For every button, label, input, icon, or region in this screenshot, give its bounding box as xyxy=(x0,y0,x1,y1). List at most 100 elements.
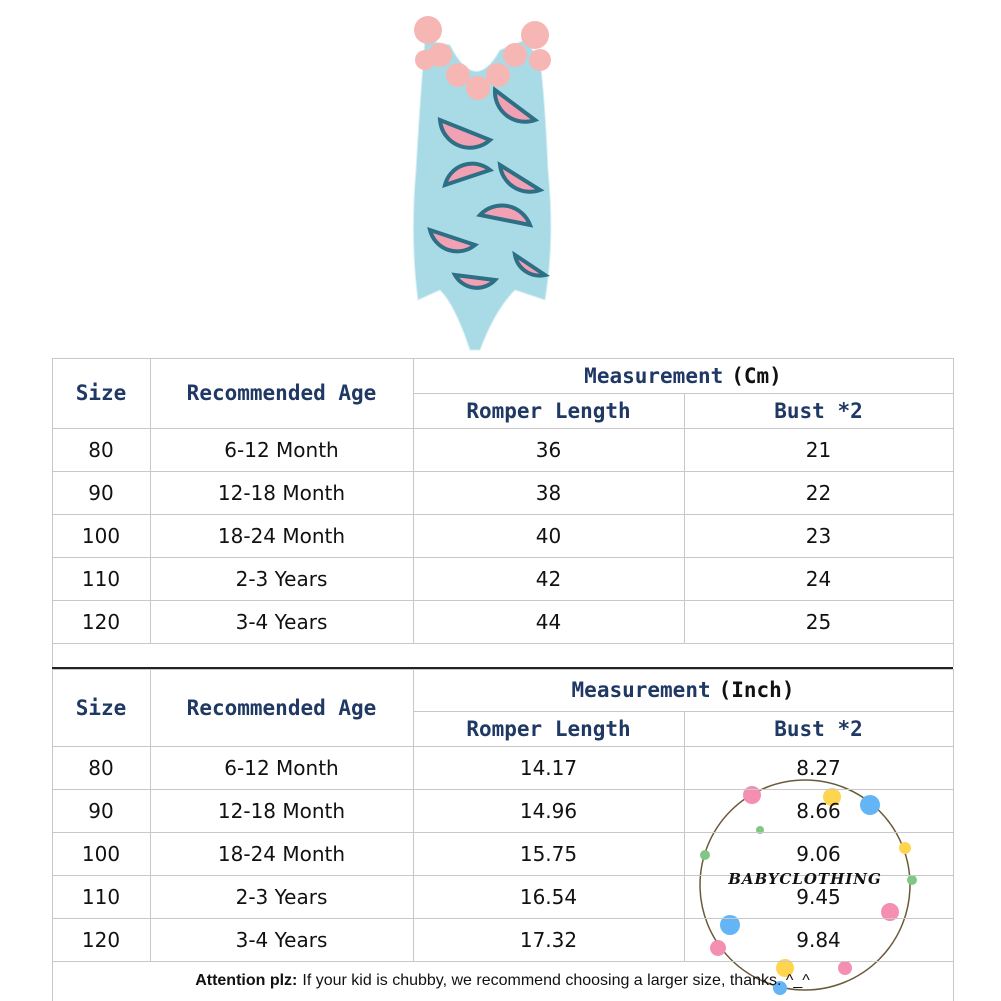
table-cell: 14.17 xyxy=(413,746,684,789)
header-length: Romper Length xyxy=(413,393,684,428)
table-cell: 36 xyxy=(413,428,684,471)
table-cell: 40 xyxy=(413,514,684,557)
header-size-text: Size xyxy=(75,695,127,720)
h-line xyxy=(52,471,953,472)
v-line xyxy=(150,358,151,643)
header-size-text: Size xyxy=(75,381,127,405)
table-cell: 110 xyxy=(52,875,150,918)
v-line xyxy=(52,669,53,961)
attention-text: If your kid is chubby, we recommend choo… xyxy=(302,972,810,989)
table-cell-text: 110 xyxy=(81,884,121,909)
table-cell-text: 12-18 Month xyxy=(217,480,346,505)
table-cell-text: 25 xyxy=(805,609,832,634)
v-line xyxy=(953,643,954,667)
table-cell-text: 3-4 Years xyxy=(235,609,328,634)
h-line xyxy=(413,711,953,712)
h-line xyxy=(52,669,953,670)
table-cell-text: 18-24 Month xyxy=(217,841,346,866)
h-line xyxy=(52,961,953,962)
h-line xyxy=(52,358,953,359)
h-line xyxy=(52,746,953,747)
header-measurement: Measurement (Cm) xyxy=(413,358,953,393)
table-cell: 38 xyxy=(413,471,684,514)
header-bust: Bust *2 xyxy=(684,393,953,428)
table-cell: 8.66 xyxy=(684,789,953,832)
table-cell-text: 16.54 xyxy=(519,884,578,909)
v-line xyxy=(150,669,151,961)
table-cell-text: 36 xyxy=(535,437,562,462)
table-cell-text: 6-12 Month xyxy=(224,437,339,462)
h-line xyxy=(413,393,953,394)
h-line xyxy=(52,428,953,429)
header-age-text: Recommended Age xyxy=(186,695,377,720)
table-cell-text: 23 xyxy=(805,523,832,548)
header-size: Size xyxy=(52,358,150,428)
table-cell: 16.54 xyxy=(413,875,684,918)
v-line xyxy=(413,358,414,643)
v-line xyxy=(52,358,53,643)
table-cell: 8.27 xyxy=(684,746,953,789)
header-length-text: Romper Length xyxy=(466,398,631,423)
table-cell: 14.96 xyxy=(413,789,684,832)
v-line xyxy=(953,669,954,961)
h-line xyxy=(52,789,953,790)
unit-label: (Inch) xyxy=(718,678,795,702)
h-line xyxy=(52,918,953,919)
h-line xyxy=(52,557,953,558)
table-cell: 9.45 xyxy=(684,875,953,918)
table-cell: 80 xyxy=(52,428,150,471)
table-cell-text: 3-4 Years xyxy=(235,927,328,952)
header-bust-text: Bust *2 xyxy=(774,398,863,423)
header-measurement: Measurement (Inch) xyxy=(413,669,953,711)
table-cell: 90 xyxy=(52,471,150,514)
header-age: Recommended Age xyxy=(150,669,413,746)
v-line xyxy=(52,961,53,1001)
table-cell-text: 44 xyxy=(535,609,562,634)
table-cell-text: 38 xyxy=(535,480,562,505)
table-cell: 18-24 Month xyxy=(150,832,413,875)
h-line xyxy=(52,600,953,601)
unit-label: (Cm) xyxy=(731,363,782,388)
attention-note: Attention plz: If your kid is chubby, we … xyxy=(52,961,953,1001)
header-length-text: Romper Length xyxy=(466,716,631,741)
h-line xyxy=(52,832,953,833)
table-cell: 100 xyxy=(52,514,150,557)
watermark: BABYCLOTHING xyxy=(700,866,910,892)
table-cell: 2-3 Years xyxy=(150,875,413,918)
table-cell: 6-12 Month xyxy=(150,746,413,789)
table-cell-text: 110 xyxy=(81,566,121,591)
table-cell-text: 40 xyxy=(535,523,562,548)
table-cell-text: 15.75 xyxy=(519,841,578,866)
h-line xyxy=(52,643,953,644)
product-image xyxy=(412,16,552,351)
table-cell: 80 xyxy=(52,746,150,789)
table-cell: 9.06 xyxy=(684,832,953,875)
header-length: Romper Length xyxy=(413,711,684,746)
table-cell: 100 xyxy=(52,832,150,875)
table-cell: 90 xyxy=(52,789,150,832)
table-cell-text: 8.66 xyxy=(796,798,841,823)
table-cell: 18-24 Month xyxy=(150,514,413,557)
v-line xyxy=(684,393,685,643)
v-line xyxy=(953,358,954,643)
header-bust: Bust *2 xyxy=(684,711,953,746)
table-cell: 23 xyxy=(684,514,953,557)
header-age: Recommended Age xyxy=(150,358,413,428)
v-line xyxy=(953,961,954,1001)
table-cell-text: 14.96 xyxy=(519,798,578,823)
table-cell: 42 xyxy=(413,557,684,600)
table-cell: 25 xyxy=(684,600,953,643)
table-cell-text: 24 xyxy=(805,566,832,591)
table-cell-text: 90 xyxy=(88,480,114,505)
table-cell-text: 8.27 xyxy=(796,755,841,780)
table-cell-text: 80 xyxy=(88,755,114,780)
h-line xyxy=(52,514,953,515)
table-cell: 44 xyxy=(413,600,684,643)
v-line xyxy=(413,669,414,961)
table-cell: 21 xyxy=(684,428,953,471)
table-cell-text: 90 xyxy=(88,798,114,823)
measurement-label: Measurement xyxy=(571,678,711,702)
table-cell-text: 9.06 xyxy=(796,841,841,866)
table-cell: 15.75 xyxy=(413,832,684,875)
